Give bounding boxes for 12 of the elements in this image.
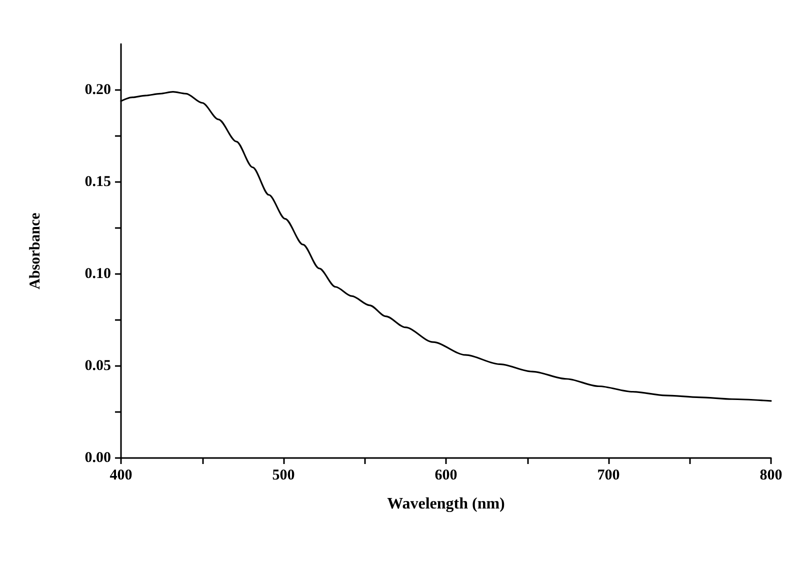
y-tick-label: 0.05 [84, 358, 111, 374]
x-tick-label: 400 [110, 468, 132, 484]
y-tick-label: 0.15 [84, 174, 111, 190]
y-tick-label: 0.00 [84, 450, 111, 466]
y-axis-title: Absorbance [28, 212, 44, 290]
x-tick-label: 500 [272, 468, 295, 484]
x-tick-label: 800 [760, 468, 782, 484]
y-tick-label: 0.20 [84, 82, 111, 98]
x-tick-label: 700 [597, 468, 620, 484]
y-tick-label: 0.10 [84, 266, 111, 282]
x-tick-label: 600 [434, 468, 458, 484]
x-axis-title: Wavelength (nm) [387, 496, 505, 512]
